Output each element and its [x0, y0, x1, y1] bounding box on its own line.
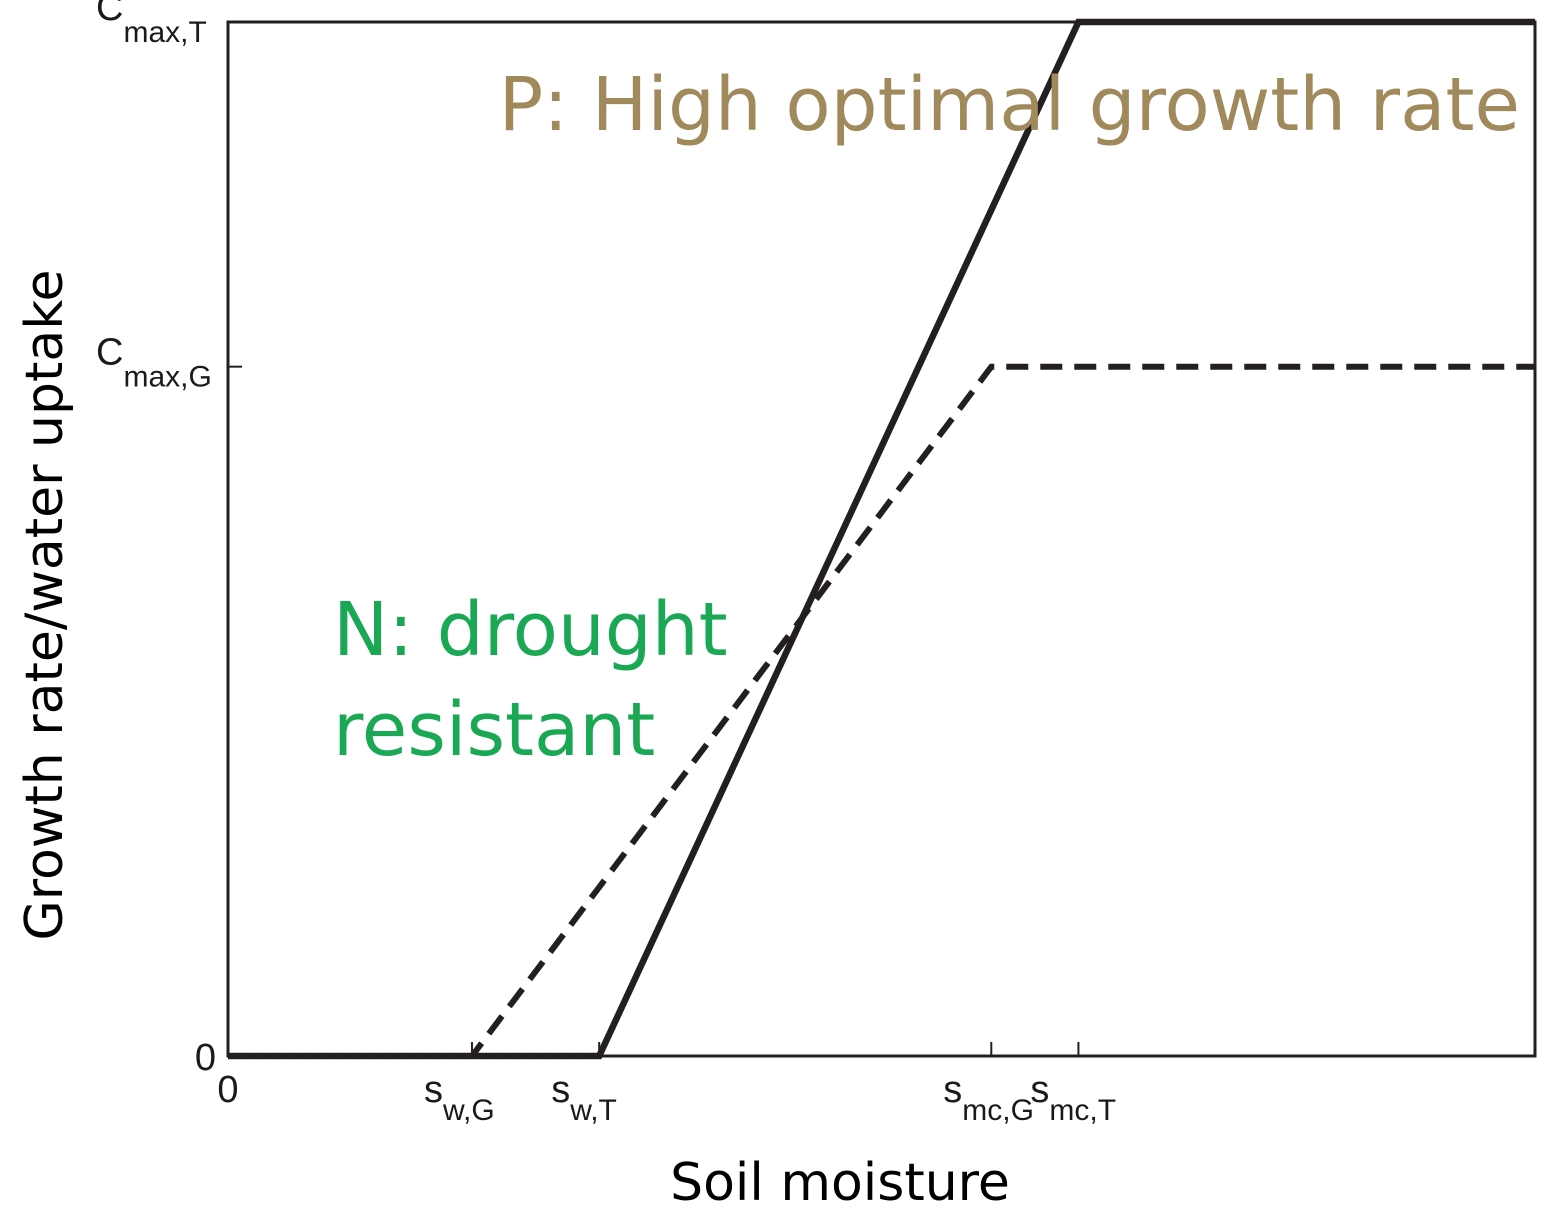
y-tick-label-base: C [96, 0, 123, 29]
x-tick-label-base: s [1030, 1069, 1049, 1111]
y-tick-label-base: C [96, 332, 123, 374]
x-tick-label: sw,T [551, 1069, 617, 1127]
y-axis-title: Growth rate/water uptake [15, 269, 75, 940]
x-tick-label-sub: mc,T [1049, 1094, 1116, 1127]
x-axis-title: Soil moisture [670, 1153, 1010, 1213]
x-tick-label: 0 [217, 1069, 238, 1111]
y-tick-label-sub: max,T [123, 16, 206, 49]
x-tick-label-sub: mc,G [962, 1094, 1034, 1127]
x-tick-label: sw,G [424, 1069, 495, 1127]
x-tick-label-base: s [551, 1069, 570, 1111]
x-tick-label: smc,T [1030, 1069, 1116, 1127]
x-tick-label-sub: w,G [442, 1094, 495, 1127]
y-tick-label-sub: max,G [123, 361, 211, 394]
y-tick-label: Cmax,G [96, 332, 212, 394]
y-tick-label-base: 0 [195, 1037, 216, 1079]
annotation-drought-line2: resistant [333, 687, 655, 773]
y-tick-label: Cmax,T [96, 0, 207, 49]
annotation-high-growth: P: High optimal growth rate [499, 62, 1520, 148]
y-tick-label: 0 [195, 1037, 216, 1079]
x-tick-label-base: s [424, 1069, 443, 1111]
annotation-drought-line1: N: drought [333, 587, 728, 673]
plot-frame [226, 20, 1537, 1058]
x-tick-label: smc,G [943, 1069, 1034, 1127]
tick-layer [228, 21, 1080, 1056]
x-tick-label-base: 0 [217, 1069, 238, 1111]
x-tick-label-base: s [943, 1069, 962, 1111]
series-line-solid [228, 18, 1535, 1060]
series-layer [228, 18, 1535, 1060]
x-tick-label-sub: w,T [569, 1094, 617, 1127]
